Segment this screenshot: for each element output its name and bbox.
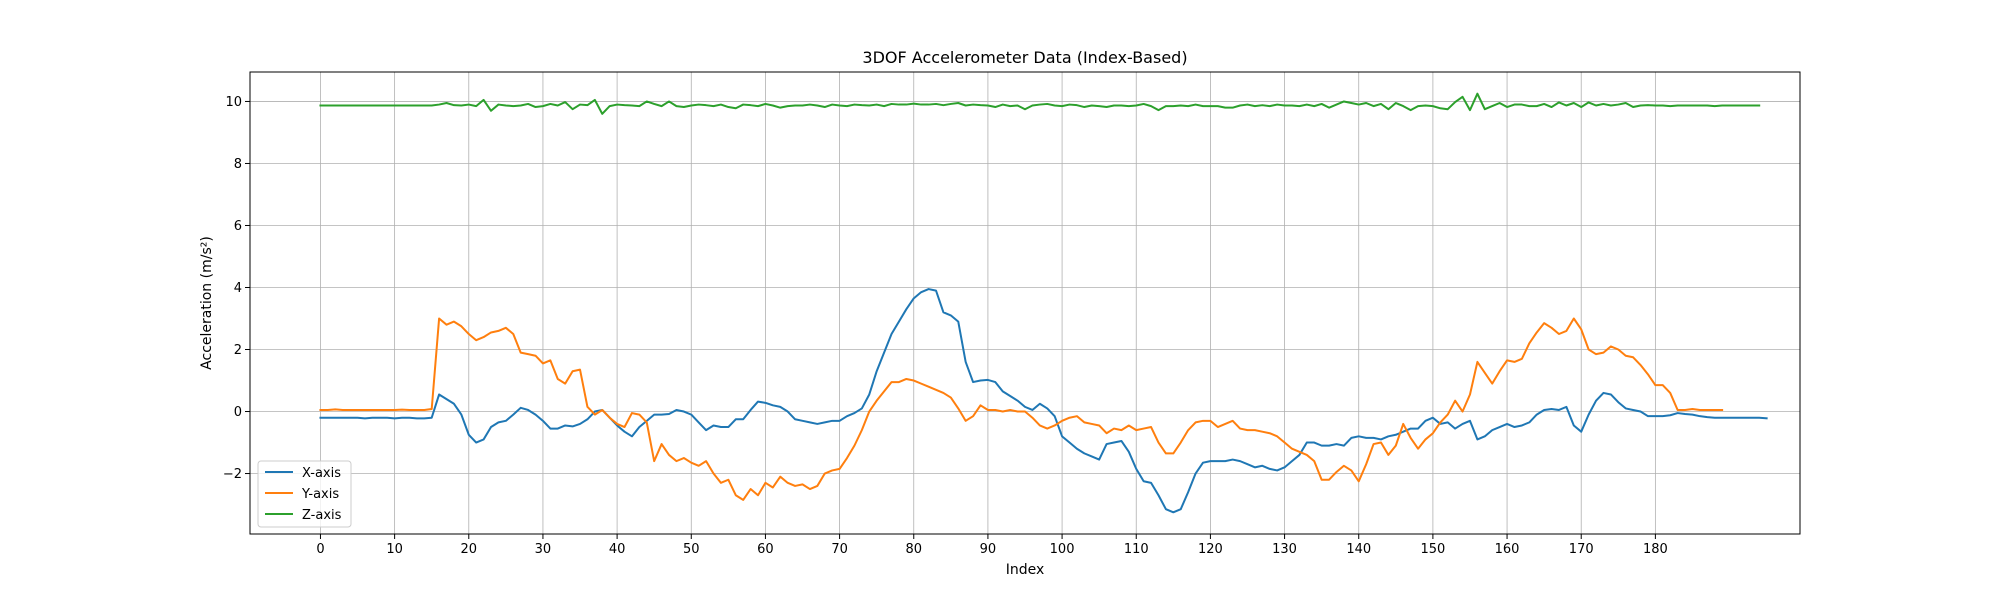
series-line-z-axis: [319, 92, 1761, 115]
x-tick-label: 90: [980, 542, 997, 557]
x-axis-label: Index: [1006, 562, 1045, 578]
y-tick-label: 10: [225, 95, 242, 110]
x-tick-label: 30: [535, 542, 552, 557]
x-tick-label: 70: [831, 542, 848, 557]
x-tick-label: 170: [1569, 542, 1594, 557]
y-tick-label: 4: [234, 281, 242, 296]
x-tick-label: 160: [1495, 542, 1520, 557]
y-tick-label: 6: [234, 219, 242, 234]
legend-box: [257, 460, 352, 528]
y-tick-label: 8: [234, 157, 242, 172]
x-tick-label: 150: [1420, 542, 1445, 557]
legend: X-axis Y-axis Z-axis: [257, 460, 352, 528]
series-line-y-axis: [319, 317, 1724, 501]
legend-label-z-axis: Z-axis: [302, 508, 342, 523]
x-tick-label: 10: [386, 542, 403, 557]
grid: [250, 72, 1800, 534]
chart-title: 3DOF Accelerometer Data (Index-Based): [862, 48, 1187, 67]
plot-frame: [249, 71, 1801, 535]
x-axis-ticks: 0 10 20 30 40 50 60 70 80 90 100 110 120 130 140 150 160…: [316, 534, 1668, 557]
x-tick-label: 130: [1272, 542, 1297, 557]
x-tick-label: 100: [1050, 542, 1075, 557]
legend-label-y-axis: Y-axis: [301, 487, 339, 502]
plot-lines: [319, 92, 1768, 514]
x-tick-label: 40: [609, 542, 626, 557]
x-tick-label: 140: [1346, 542, 1371, 557]
x-tick-label: 0: [316, 542, 324, 557]
y-axis-label: Acceleration (m/s²): [199, 236, 215, 370]
x-tick-label: 80: [905, 542, 922, 557]
y-tick-label: 2: [234, 343, 242, 358]
series-line-x-axis: [319, 288, 1768, 514]
y-tick-label: −2: [223, 467, 242, 482]
x-tick-label: 20: [461, 542, 478, 557]
x-tick-label: 110: [1124, 542, 1149, 557]
x-tick-label: 60: [757, 542, 774, 557]
y-axis-ticks: −2 0 2 4 6 8 10: [223, 95, 250, 482]
x-tick-label: 120: [1198, 542, 1223, 557]
legend-label-x-axis: X-axis: [302, 466, 341, 481]
y-tick-label: 0: [234, 405, 242, 420]
x-tick-label: 50: [683, 542, 700, 557]
x-tick-label: 180: [1643, 542, 1668, 557]
